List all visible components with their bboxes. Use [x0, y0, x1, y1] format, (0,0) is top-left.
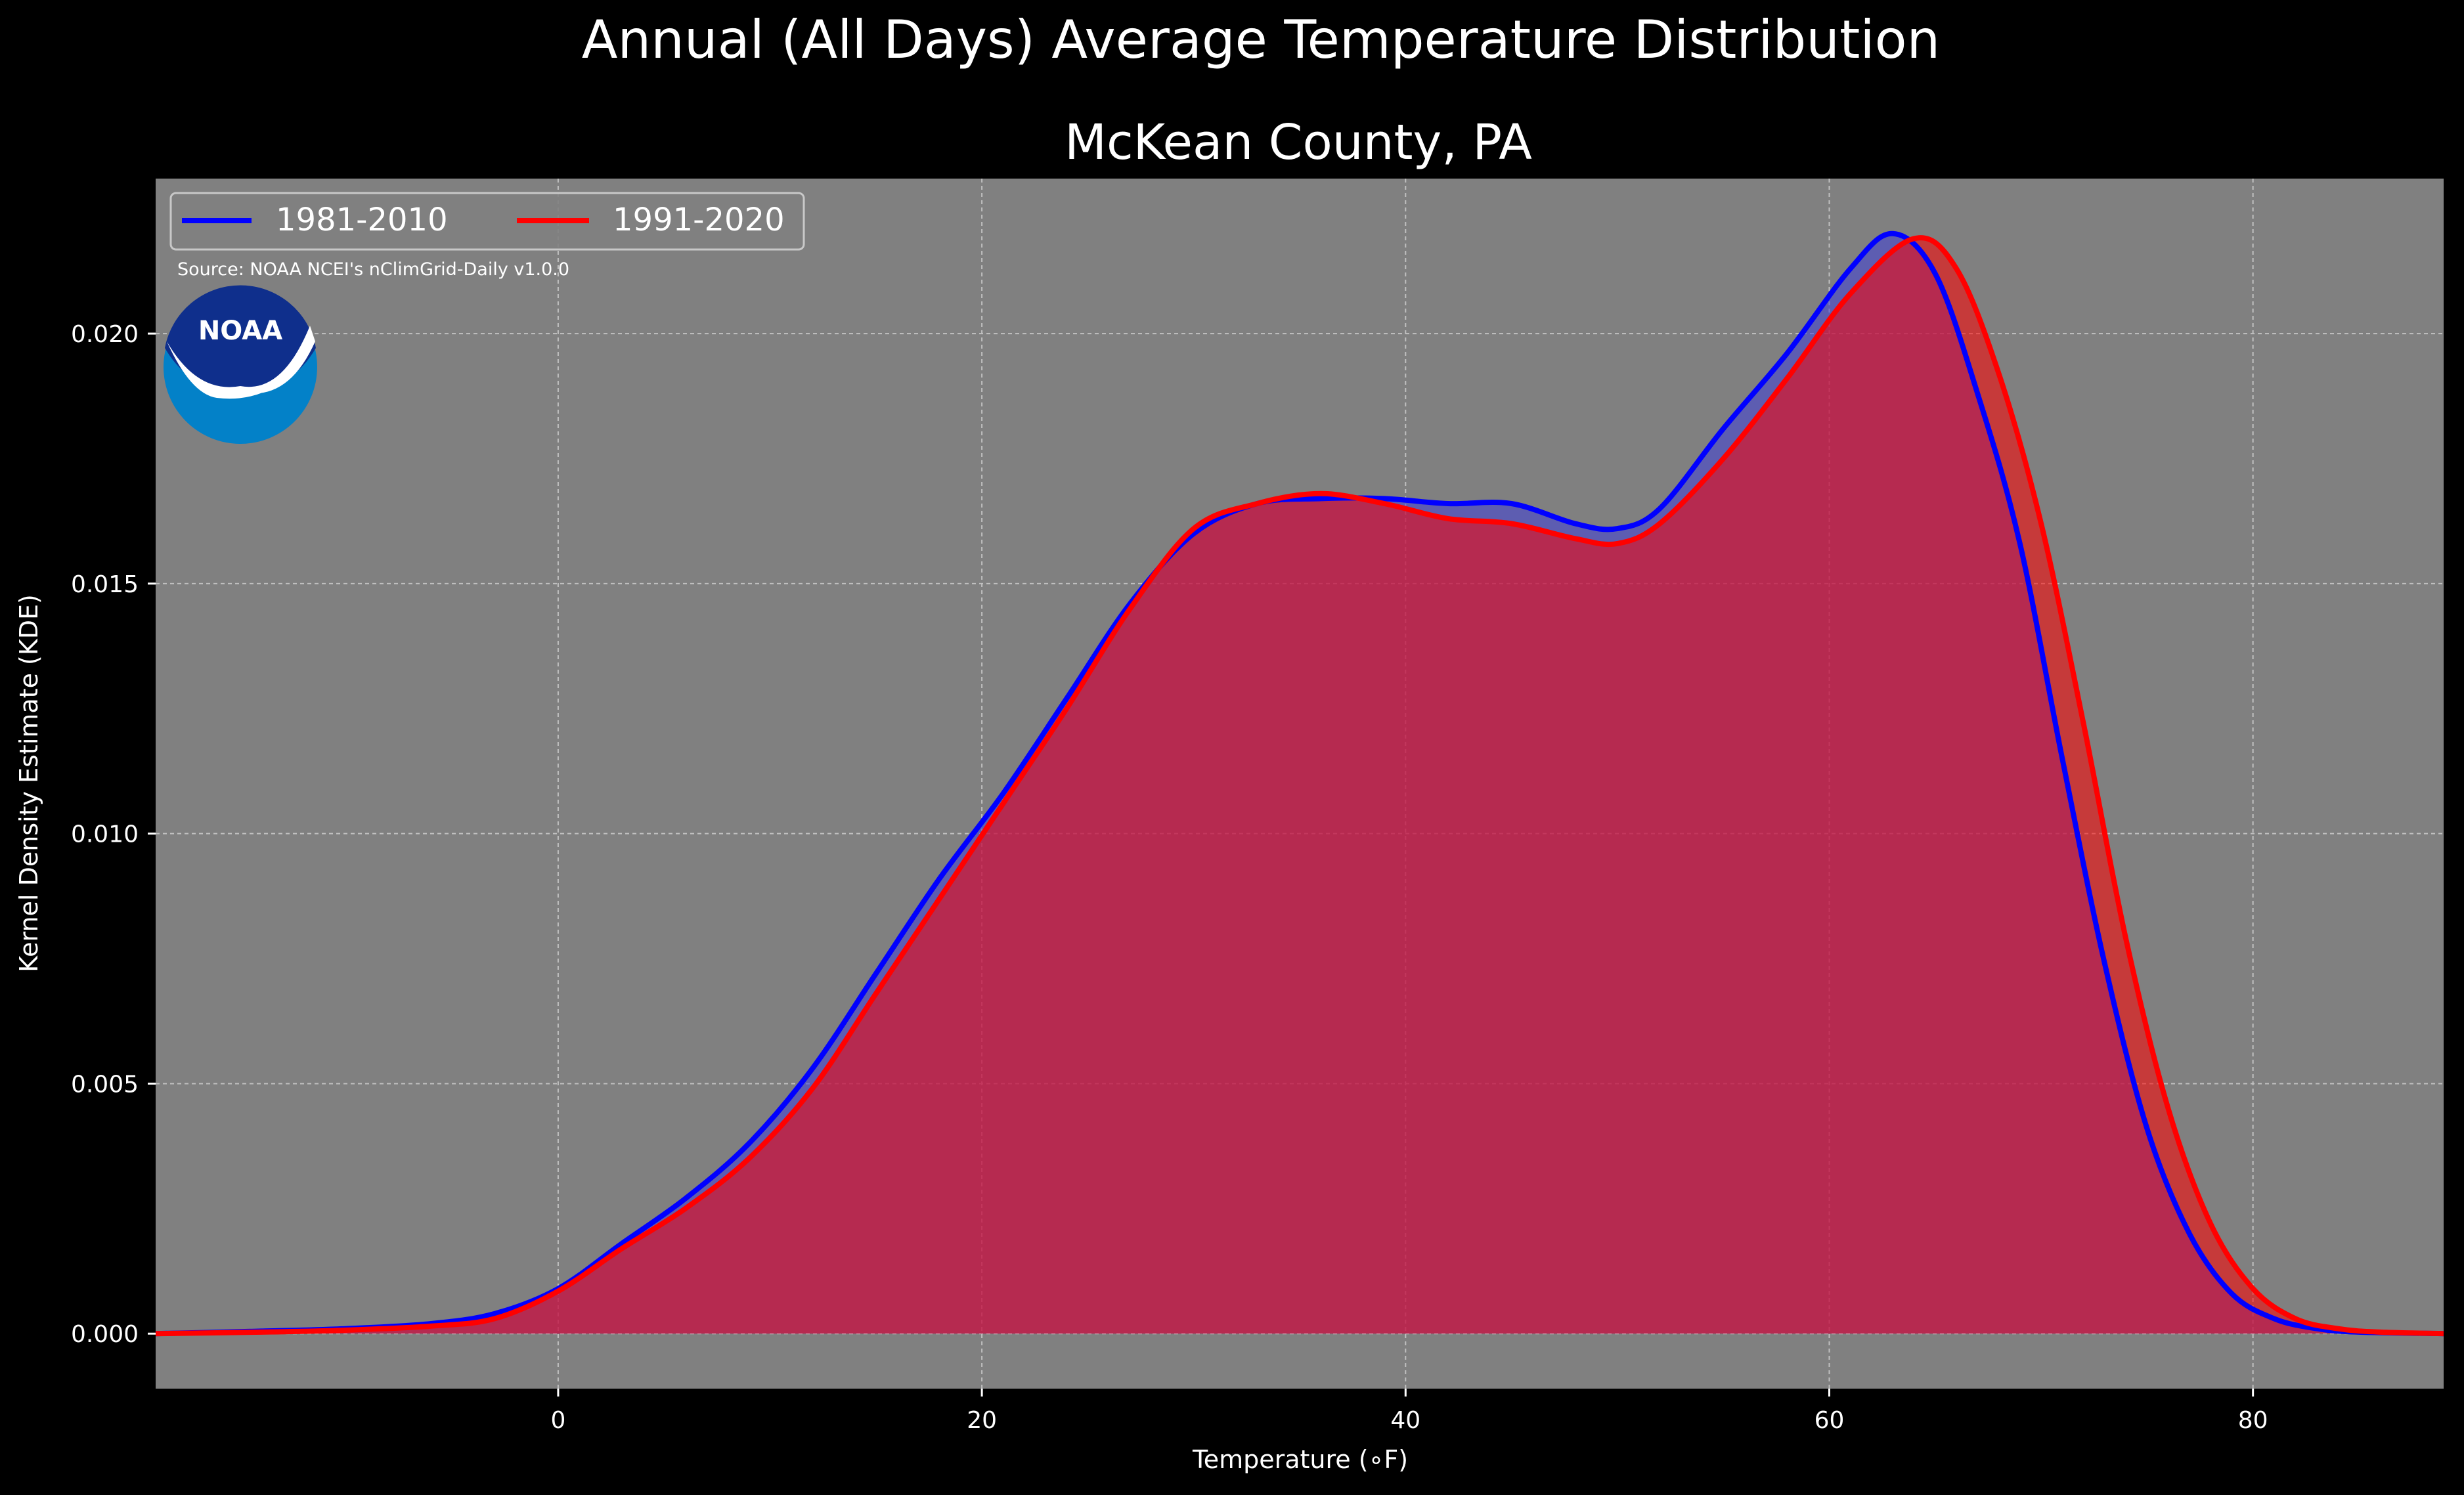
y-tick-label: 0.005: [71, 1071, 139, 1098]
legend-label-1981-2010: 1981-2010: [276, 202, 448, 238]
noaa-logo-text: NOAA: [198, 316, 282, 346]
density-line-1991-2020: [155, 235, 2444, 1337]
y-tick-label: 0.010: [71, 821, 139, 848]
y-axis-ticks: 0.000 0.005 0.010 0.015 0.020: [71, 321, 156, 1348]
noaa-logo-gull: [167, 326, 315, 399]
noaa-logo: NOAA: [164, 285, 317, 444]
density-line-1981-2010: [155, 230, 2444, 1337]
figure-suptitle: Annual (All Days) Average Temperature Di…: [582, 9, 1940, 70]
noaa-logo-top: [165, 285, 316, 389]
density-lines: [155, 230, 2444, 1337]
x-tick-label: 80: [2238, 1407, 2268, 1434]
y-axis-label: Kernel Density Estimate (KDE): [14, 594, 43, 972]
x-tick-label: 0: [550, 1407, 565, 1434]
legend: 1981-2010 1991-2020: [169, 192, 805, 251]
source-note: Source: NOAA NCEI's nClimGrid-Daily v1.0…: [177, 259, 569, 280]
y-tick-label: 0.015: [71, 571, 139, 598]
legend-frame: [169, 192, 805, 251]
y-tick-label: 0.020: [71, 321, 139, 348]
x-tick-label: 40: [1390, 1407, 1420, 1434]
x-axis-ticks: 0 20 40 60 80: [550, 1389, 2268, 1434]
x-tick-label: 60: [1815, 1407, 1845, 1434]
chart-title: McKean County, PA: [1065, 114, 1532, 171]
y-tick-label: 0.000: [71, 1321, 139, 1348]
density-fill-1991-2020: [156, 238, 2444, 1334]
density-fills: [156, 233, 2444, 1334]
x-tick-label: 20: [967, 1407, 997, 1434]
legend-label-1991-2020: 1991-2020: [613, 202, 785, 238]
x-axis-label: Temperature (∘F): [1192, 1445, 1408, 1474]
